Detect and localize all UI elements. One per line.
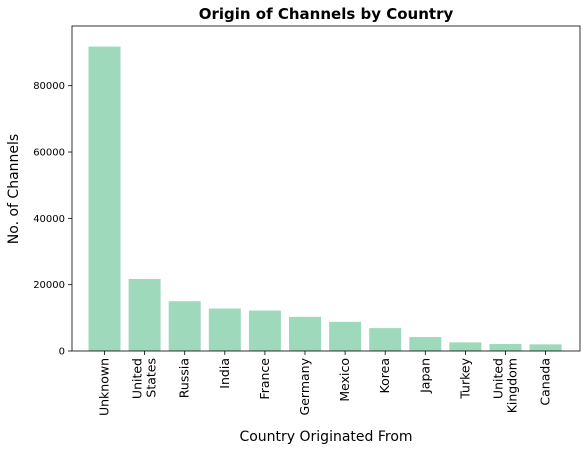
bar-11 (530, 344, 562, 351)
x-tick-label: Korea (377, 358, 392, 393)
y-tick-label: 20000 (33, 280, 65, 291)
bar-0 (89, 47, 121, 351)
x-axis: Unknown UnitedStates Russia India France Germ… (97, 351, 553, 416)
bars-group (89, 47, 562, 351)
chart-title: Origin of Channels by Country (199, 5, 454, 23)
bar-10 (490, 344, 522, 351)
y-axis: 0 20000 40000 60000 80000 (33, 81, 72, 357)
y-tick-label: 80000 (33, 81, 65, 92)
y-tick-label: 0 (59, 347, 65, 358)
bar-7 (369, 328, 401, 351)
bar-9 (449, 342, 481, 351)
bar-3 (209, 309, 241, 351)
x-tick-label: Mexico (337, 358, 352, 402)
bar-8 (409, 337, 441, 351)
y-axis-label: No. of Channels (6, 134, 22, 244)
x-tick-label: Unknown (97, 358, 112, 416)
y-tick-label: 60000 (33, 148, 65, 159)
x-tick-label: Canada (538, 358, 553, 406)
x-tick-label: UnitedStates (130, 358, 159, 399)
x-tick-label: UnitedKingdom (491, 358, 520, 413)
x-tick-label: Germany (297, 357, 312, 415)
bar-5 (289, 317, 321, 351)
y-tick-label: 40000 (33, 214, 65, 225)
x-tick-label: Turkey (457, 357, 472, 399)
x-tick-label: Japan (417, 358, 432, 394)
x-tick-label: France (257, 358, 272, 400)
bar-4 (249, 311, 281, 351)
bar-6 (329, 322, 361, 351)
x-axis-label: Country Originated From (239, 429, 412, 445)
bar-2 (169, 301, 201, 351)
x-tick-label: Russia (177, 358, 192, 398)
x-tick-label: India (217, 358, 232, 389)
bar-1 (129, 279, 161, 351)
